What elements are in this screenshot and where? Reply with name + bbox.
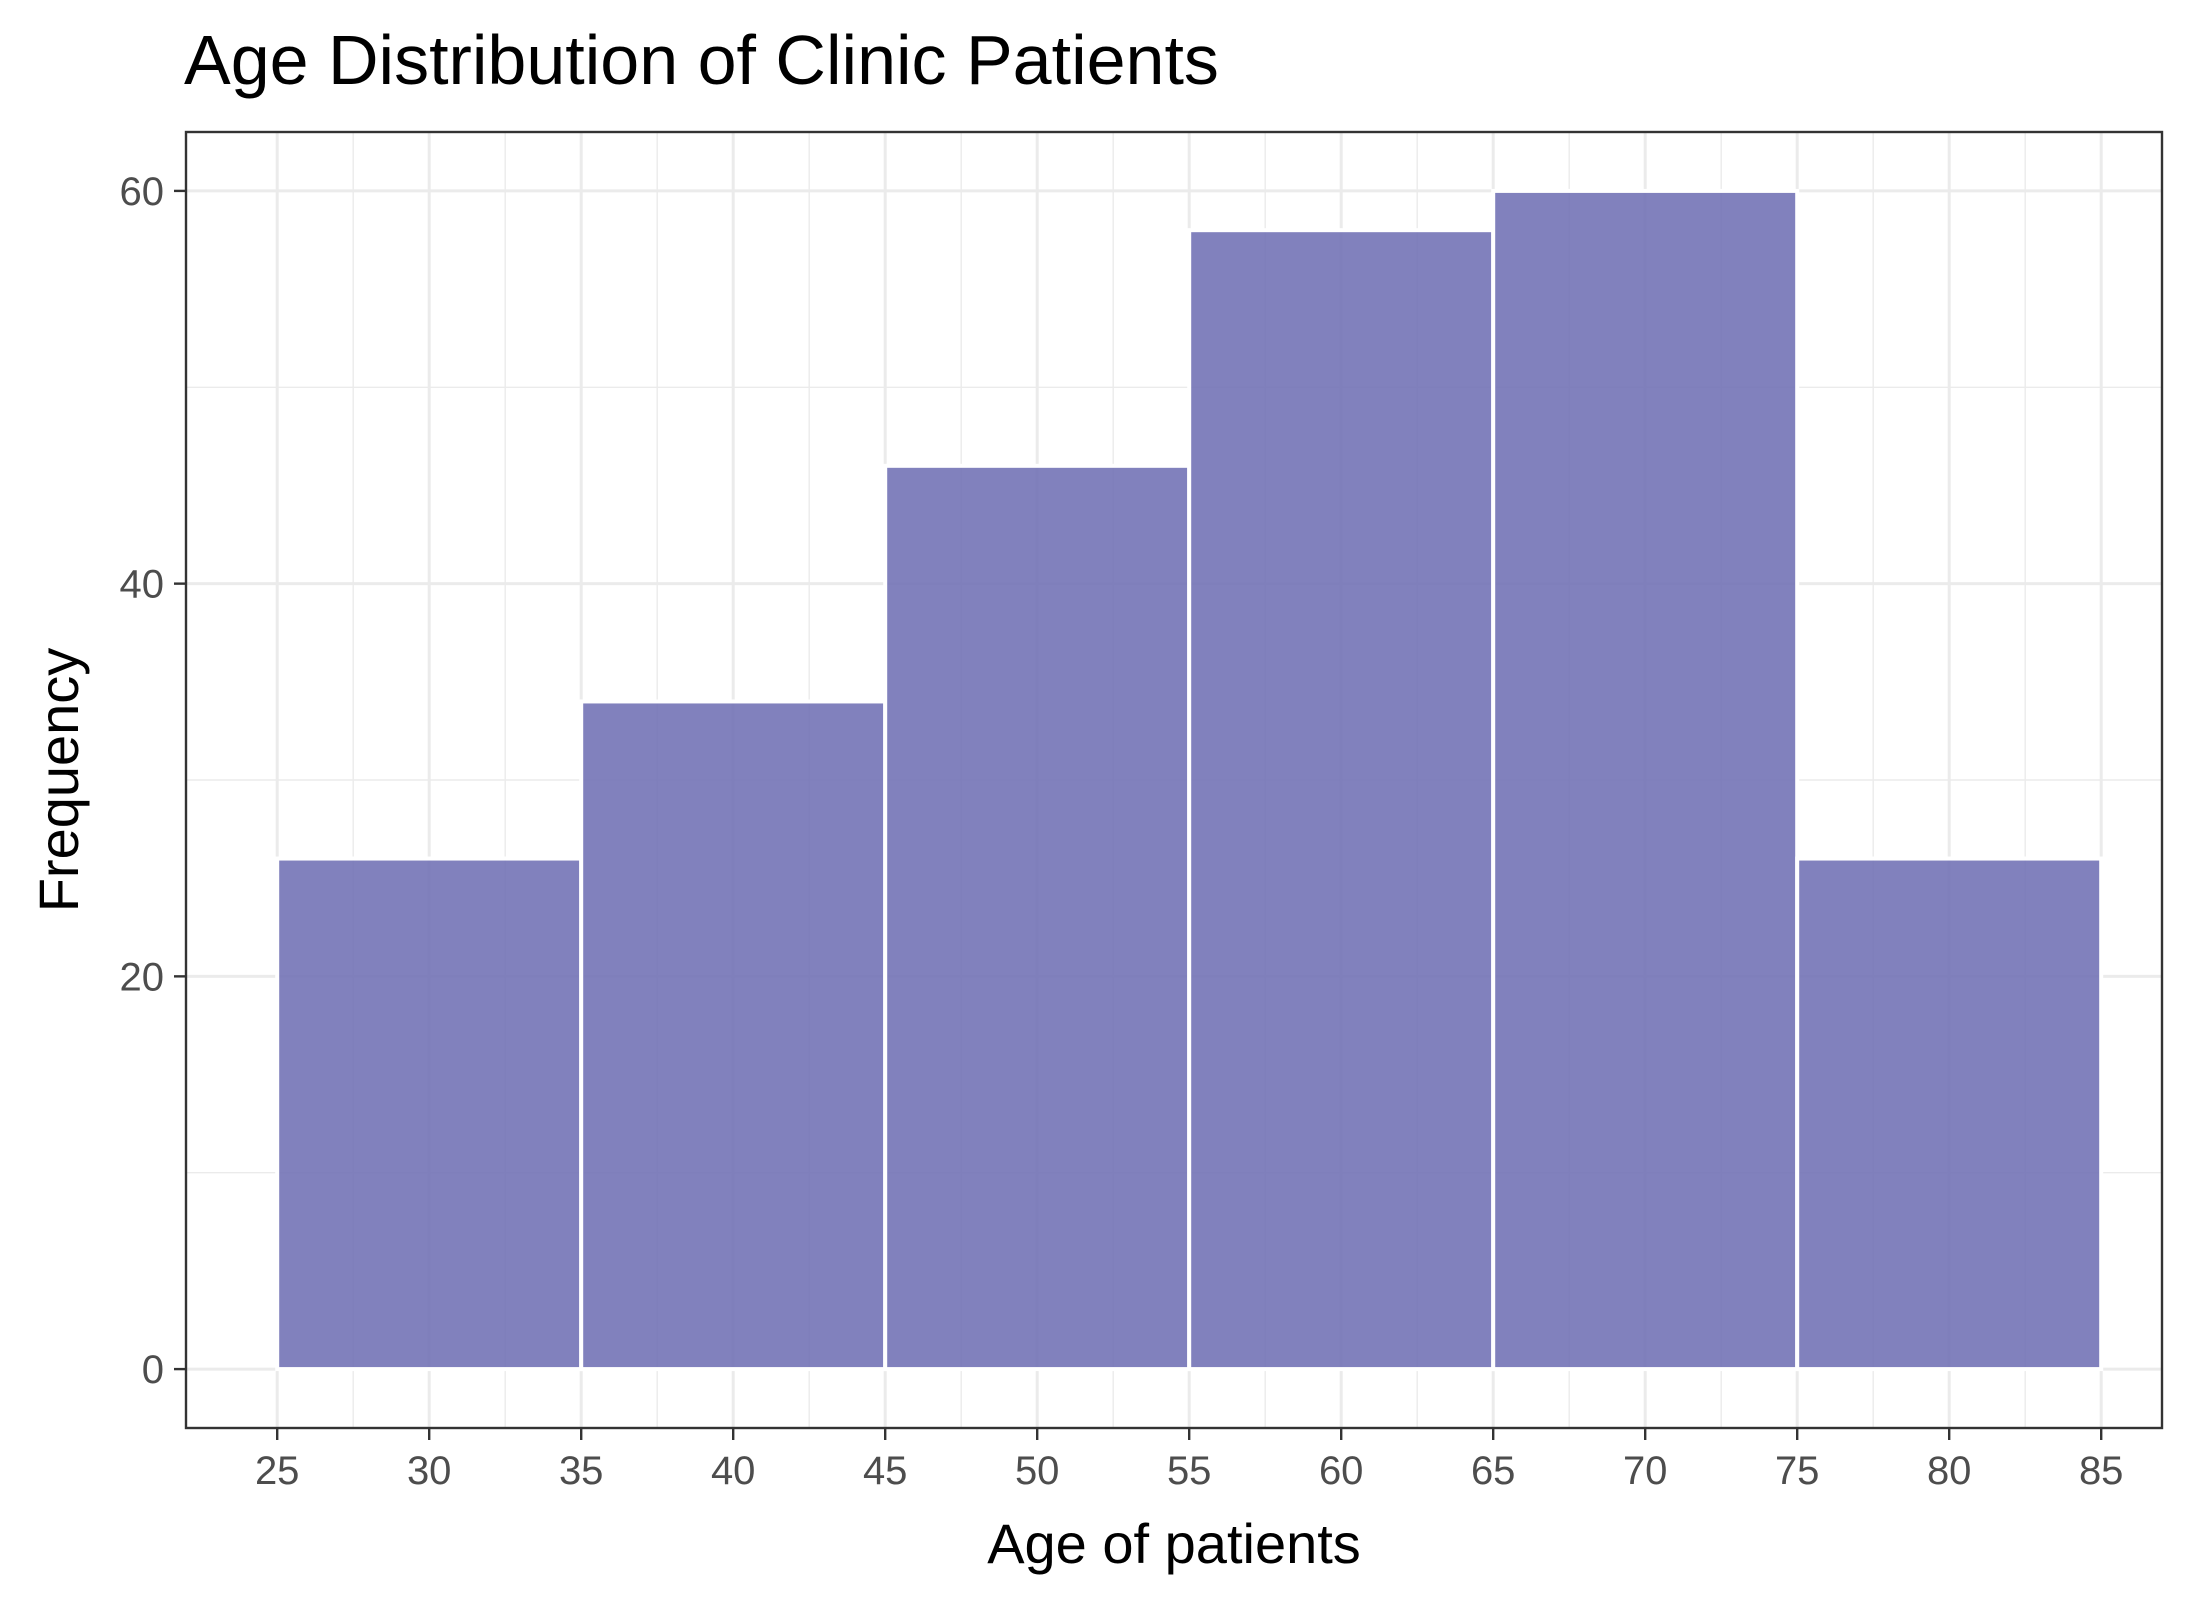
y-axis-title: Frequency xyxy=(27,648,90,913)
x-tick-label: 40 xyxy=(711,1449,756,1493)
x-tick-label: 60 xyxy=(1319,1449,1364,1493)
x-tick-label: 80 xyxy=(1927,1449,1972,1493)
plot-panel-border xyxy=(184,130,2164,1430)
histogram-bar xyxy=(1187,228,1496,1372)
x-tick-label: 85 xyxy=(2079,1449,2124,1493)
x-tick-label: 75 xyxy=(1775,1449,1820,1493)
y-tick-label: 20 xyxy=(120,955,165,999)
histogram-bars xyxy=(275,188,2104,1372)
histogram-bar xyxy=(1795,856,2104,1372)
x-axis: 25 30 35 40 45 50 55 60 65 70 75 80 85 xyxy=(255,1428,2124,1493)
x-axis-title: Age of patients xyxy=(987,1512,1361,1575)
x-tick-label: 55 xyxy=(1167,1449,1212,1493)
x-tick-label: 65 xyxy=(1471,1449,1516,1493)
histogram-bar xyxy=(579,699,888,1372)
x-tick-label: 50 xyxy=(1015,1449,1060,1493)
x-tick-label: 45 xyxy=(863,1449,908,1493)
y-axis: 0 20 40 60 xyxy=(120,170,186,1392)
y-tick-label: 40 xyxy=(120,563,165,607)
histogram-bar xyxy=(275,856,584,1372)
histogram-bar xyxy=(883,463,1192,1372)
histogram-bar xyxy=(1491,188,1800,1372)
y-tick-label: 60 xyxy=(120,170,165,214)
x-tick-label: 70 xyxy=(1623,1449,1668,1493)
x-tick-label: 35 xyxy=(559,1449,604,1493)
x-tick-label: 25 xyxy=(255,1449,300,1493)
x-tick-label: 30 xyxy=(407,1449,452,1493)
chart-title: Age Distribution of Clinic Patients xyxy=(184,21,1219,99)
y-tick-label: 0 xyxy=(142,1348,164,1392)
